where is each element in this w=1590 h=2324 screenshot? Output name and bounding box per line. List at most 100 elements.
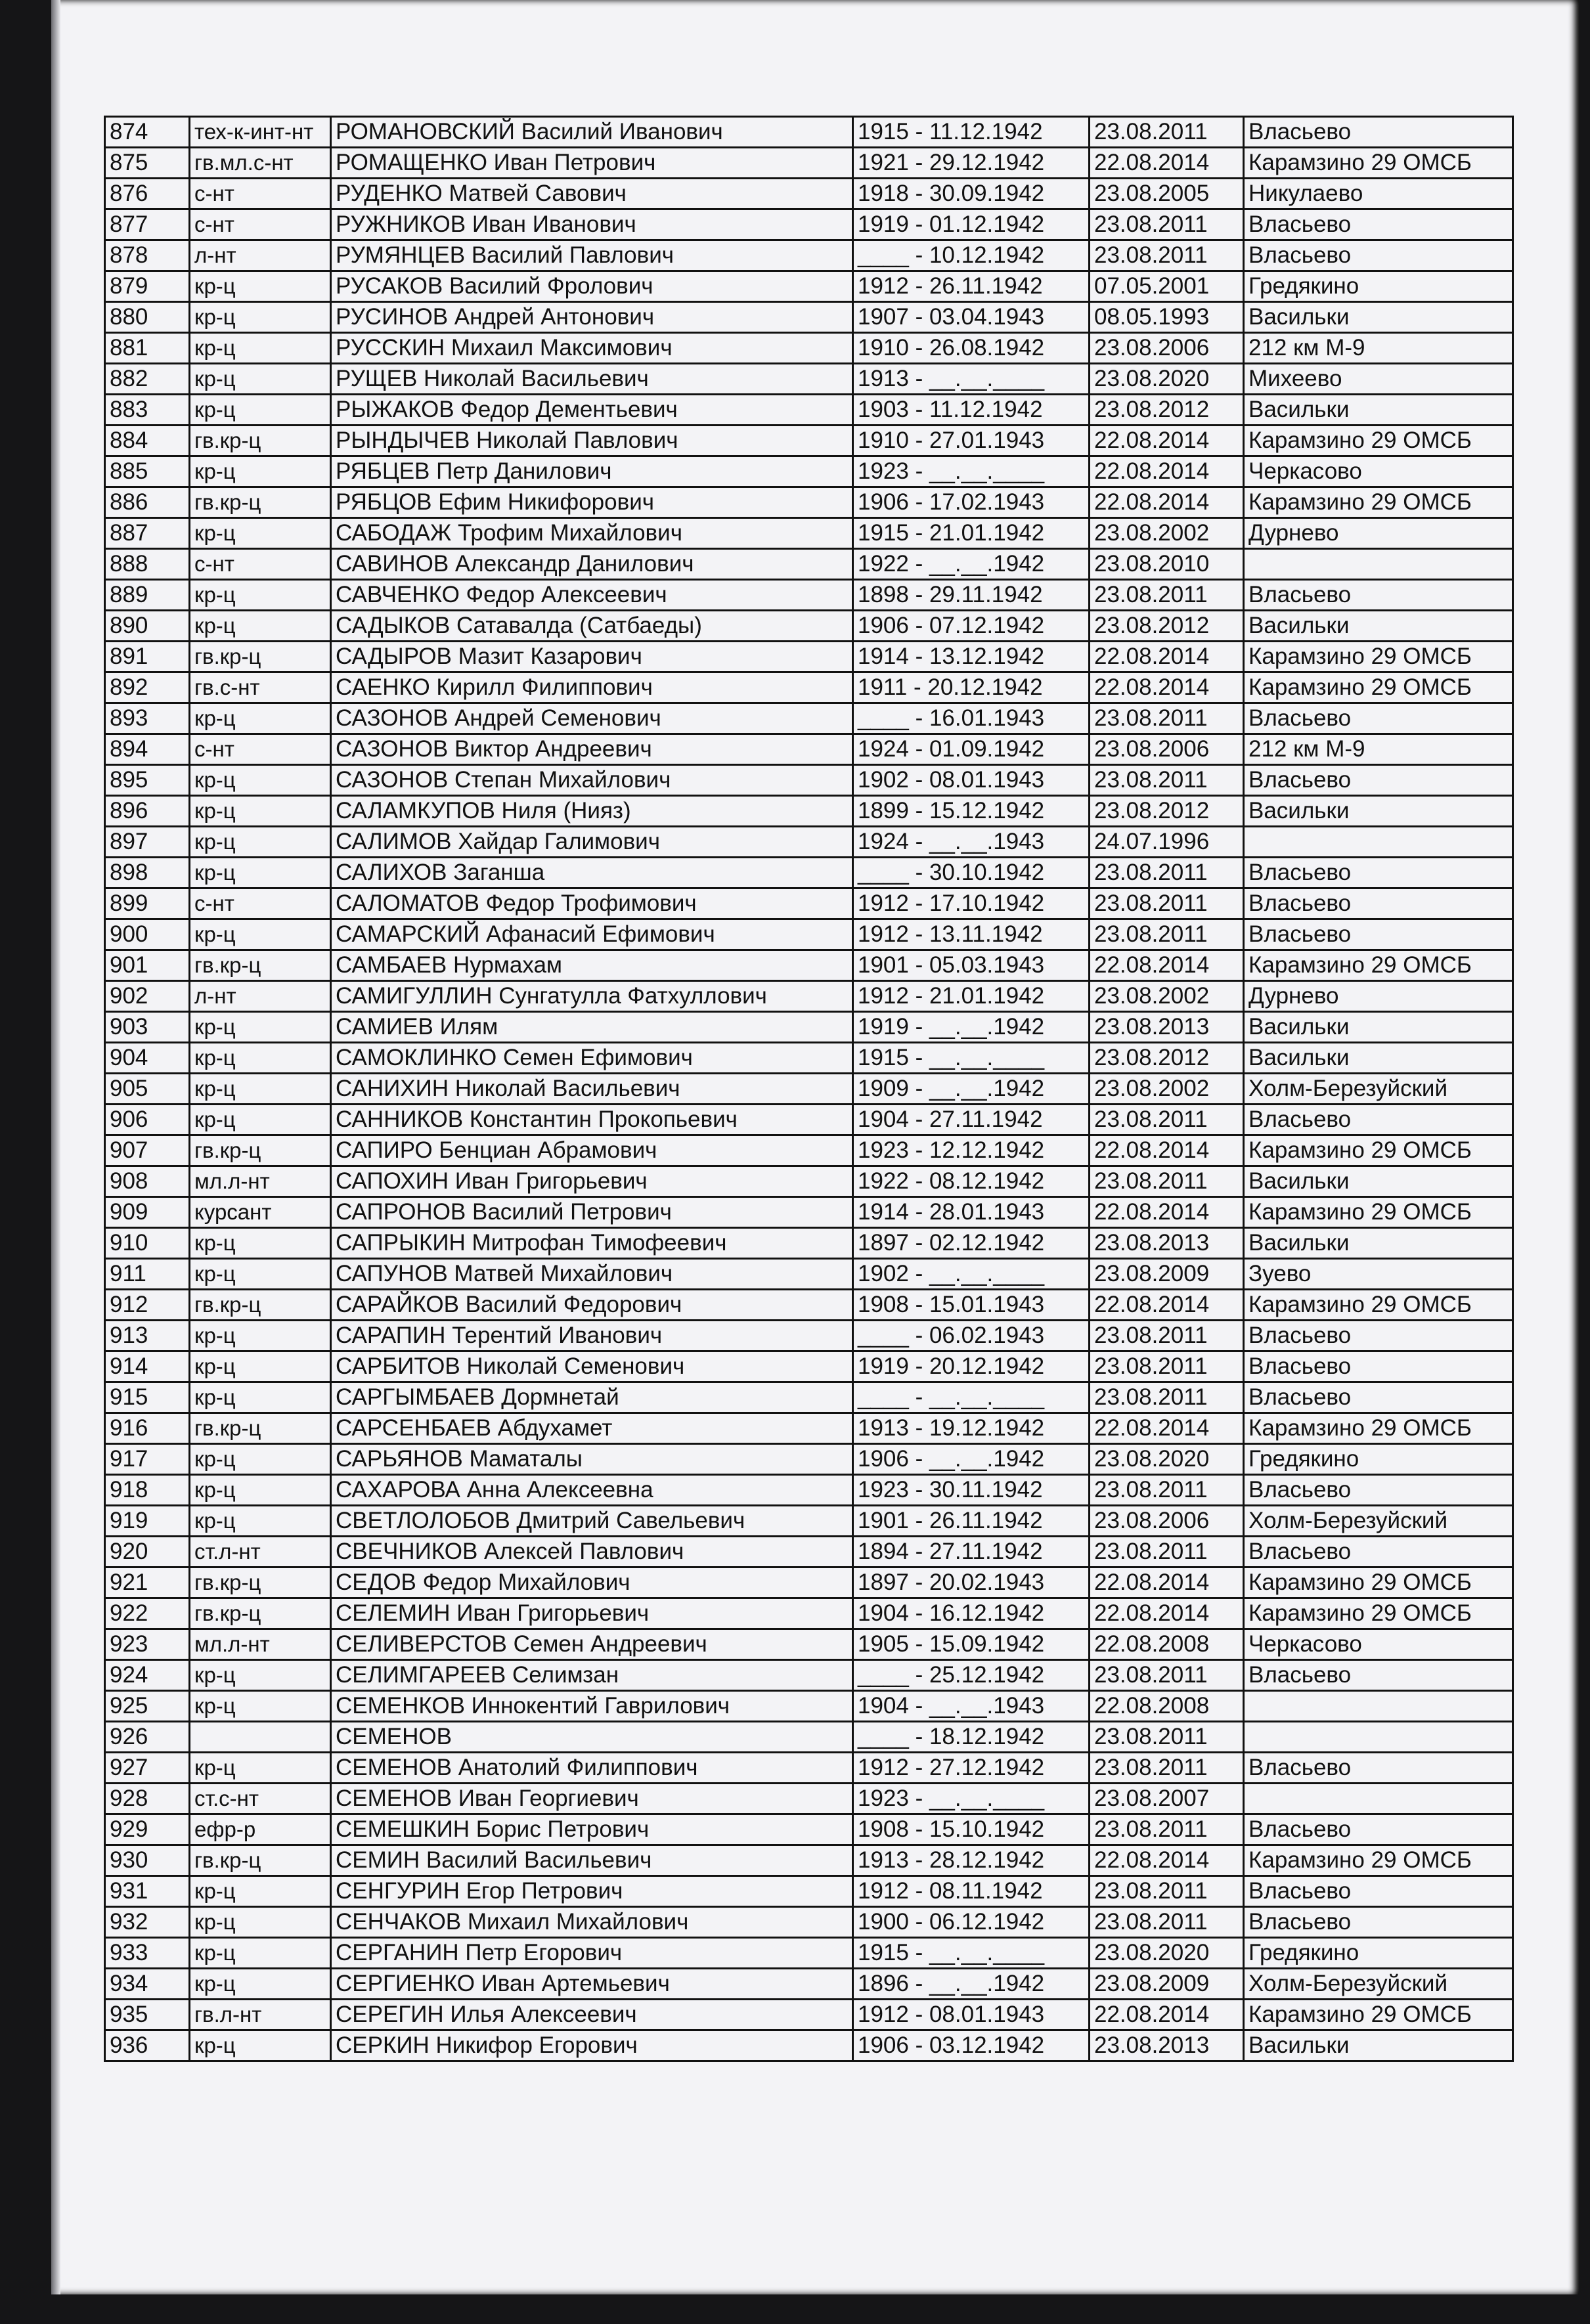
- full-name-cell: САДЫРОВ Мазит Казарович: [330, 640, 854, 673]
- table-row: 902 л-нт САМИГУЛЛИН Сунгатулла Фатхуллович…: [104, 980, 1514, 1013]
- life-dates-cell: 1904 - 27.11.1942: [852, 1103, 1090, 1136]
- burial-place-cell: Власьево: [1243, 856, 1514, 889]
- burial-place-cell: Васильки: [1243, 1165, 1514, 1198]
- record-number-cell: 884: [104, 424, 190, 457]
- burial-place-cell: Васильки: [1243, 2029, 1514, 2062]
- record-number-cell: 900: [104, 918, 190, 951]
- burial-place-cell: Власьево: [1243, 1535, 1514, 1568]
- burial-place-cell: Власьево: [1243, 1751, 1514, 1784]
- record-number-cell: 923: [104, 1628, 190, 1661]
- life-dates-cell: 1911 - 20.12.1942: [852, 671, 1090, 704]
- reburial-date-cell: 23.08.2011: [1088, 1813, 1245, 1846]
- rank-cell: гв.кр-ц: [188, 1597, 332, 1630]
- record-number-cell: 933: [104, 1937, 190, 1969]
- reburial-date-cell: 23.08.2011: [1088, 1350, 1245, 1383]
- burial-place-cell: Васильки: [1243, 1227, 1514, 1260]
- table-row: 878 л-нт РУМЯНЦЕВ Василий Павлович ____ - 1…: [104, 239, 1514, 272]
- burial-place-cell: [1243, 548, 1514, 581]
- table-row: 904 кр-ц САМОКЛИНКО Семен Ефимович 1915 - _…: [104, 1041, 1514, 1074]
- life-dates-cell: ____ - 16.01.1943: [852, 702, 1090, 735]
- rank-cell: кр-ц: [188, 1258, 332, 1290]
- full-name-cell: САПОХИН Иван Григорьевич: [330, 1165, 854, 1198]
- burial-place-cell: Михеево: [1243, 362, 1514, 395]
- burial-place-cell: Васильки: [1243, 1041, 1514, 1074]
- full-name-cell: СЕЛЕМИН Иван Григорьевич: [330, 1597, 854, 1630]
- record-number-cell: 876: [104, 177, 190, 210]
- record-number-cell: 932: [104, 1906, 190, 1939]
- reburial-date-cell: 23.08.2002: [1088, 1072, 1245, 1105]
- full-name-cell: РЫЖАКОВ Федор Дементьевич: [330, 393, 854, 426]
- table-row: 933 кр-ц СЕРГАНИН Петр Егорович 1915 - __._…: [104, 1937, 1514, 1969]
- life-dates-cell: 1906 - 17.02.1943: [852, 486, 1090, 519]
- reburial-date-cell: 22.08.2014: [1088, 424, 1245, 457]
- life-dates-cell: 1919 - 01.12.1942: [852, 208, 1090, 241]
- life-dates-cell: 1914 - 13.12.1942: [852, 640, 1090, 673]
- life-dates-cell: 1924 - 01.09.1942: [852, 733, 1090, 766]
- life-dates-cell: 1910 - 27.01.1943: [852, 424, 1090, 457]
- record-number-cell: 891: [104, 640, 190, 673]
- reburial-date-cell: 23.08.2011: [1088, 702, 1245, 735]
- full-name-cell: РОМАНОВСКИЙ Василий Иванович: [330, 116, 854, 148]
- rank-cell: кр-ц: [188, 918, 332, 951]
- reburial-date-cell: 23.08.2013: [1088, 2029, 1245, 2062]
- full-name-cell: РУСАКОВ Василий Фролович: [330, 270, 854, 303]
- record-number-cell: 921: [104, 1566, 190, 1599]
- life-dates-cell: 1912 - 08.11.1942: [852, 1875, 1090, 1908]
- full-name-cell: САМИГУЛЛИН Сунгатулла Фатхуллович: [330, 980, 854, 1013]
- full-name-cell: САВИНОВ Александр Данилович: [330, 548, 854, 581]
- reburial-date-cell: 23.08.2011: [1088, 918, 1245, 951]
- table-row: 898 кр-ц САЛИХОВ Заганша ____ - 30.10.1942 2…: [104, 856, 1514, 889]
- table-row: 922 гв.кр-ц СЕЛЕМИН Иван Григорьевич 1904 -…: [104, 1597, 1514, 1630]
- life-dates-cell: 1919 - 20.12.1942: [852, 1350, 1090, 1383]
- reburial-date-cell: 23.08.2011: [1088, 1381, 1245, 1414]
- rank-cell: кр-ц: [188, 270, 332, 303]
- table-row: 920 ст.л-нт СВЕЧНИКОВ Алексей Павлович 1894…: [104, 1535, 1514, 1568]
- record-number-cell: 893: [104, 702, 190, 735]
- table-row: 921 гв.кр-ц СЕДОВ Федор Михайлович 1897 - 2…: [104, 1566, 1514, 1599]
- full-name-cell: САРАЙКОВ Василий Федорович: [330, 1288, 854, 1321]
- full-name-cell: САПРОНОВ Василий Петрович: [330, 1196, 854, 1229]
- reburial-date-cell: 23.08.2011: [1088, 1751, 1245, 1784]
- table-row: 931 кр-ц СЕНГУРИН Егор Петрович 1912 - 08.1…: [104, 1875, 1514, 1908]
- record-number-cell: 924: [104, 1659, 190, 1692]
- record-number-cell: 911: [104, 1258, 190, 1290]
- full-name-cell: САБОДАЖ Трофим Михайлович: [330, 517, 854, 550]
- rank-cell: гв.с-нт: [188, 671, 332, 704]
- burial-place-cell: Власьево: [1243, 1319, 1514, 1352]
- life-dates-cell: 1906 - 03.12.1942: [852, 2029, 1090, 2062]
- full-name-cell: СЕМЕНОВ: [330, 1721, 854, 1753]
- record-number-cell: 897: [104, 825, 190, 858]
- table-row: 896 кр-ц САЛАМКУПОВ Ниля (Нияз) 1899 - 15.1…: [104, 795, 1514, 827]
- burial-place-cell: [1243, 825, 1514, 858]
- table-row: 906 кр-ц САННИКОВ Константин Прокопьевич 19…: [104, 1103, 1514, 1136]
- full-name-cell: СЕНГУРИН Егор Петрович: [330, 1875, 854, 1908]
- rank-cell: кр-ц: [188, 1103, 332, 1136]
- table-row: 884 гв.кр-ц РЫНДЫЧЕВ Николай Павлович 1910 …: [104, 424, 1514, 457]
- burial-place-cell: Власьево: [1243, 1474, 1514, 1506]
- burial-place-cell: Черкасово: [1243, 1628, 1514, 1661]
- life-dates-cell: 1924 - __.__.1943: [852, 825, 1090, 858]
- burial-place-cell: Карамзино 29 ОМСБ: [1243, 949, 1514, 982]
- reburial-date-cell: 22.08.2014: [1088, 1196, 1245, 1229]
- full-name-cell: САМИЕВ Илям: [330, 1011, 854, 1043]
- full-name-cell: РУЖНИКОВ Иван Иванович: [330, 208, 854, 241]
- record-number-cell: 936: [104, 2029, 190, 2062]
- rank-cell: кр-ц: [188, 362, 332, 395]
- record-number-cell: 925: [104, 1690, 190, 1722]
- full-name-cell: САВЧЕНКО Федор Алексеевич: [330, 579, 854, 611]
- rank-cell: л-нт: [188, 980, 332, 1013]
- rank-cell: кр-ц: [188, 1906, 332, 1939]
- reburial-date-cell: 23.08.2013: [1088, 1227, 1245, 1260]
- record-number-cell: 928: [104, 1782, 190, 1815]
- life-dates-cell: 1913 - 19.12.1942: [852, 1412, 1090, 1445]
- reburial-date-cell: 23.08.2012: [1088, 609, 1245, 642]
- table-row: 891 гв.кр-ц САДЫРОВ Мазит Казарович 1914 - …: [104, 640, 1514, 673]
- full-name-cell: СЕДОВ Федор Михайлович: [330, 1566, 854, 1599]
- table-row: 889 кр-ц САВЧЕНКО Федор Алексеевич 1898 - 2…: [104, 579, 1514, 611]
- reburial-date-cell: 07.05.2001: [1088, 270, 1245, 303]
- table-row: 917 кр-ц САРЬЯНОВ Маматалы 1906 - __.__.194…: [104, 1443, 1514, 1476]
- rank-cell: гв.кр-ц: [188, 949, 332, 982]
- life-dates-cell: 1912 - 26.11.1942: [852, 270, 1090, 303]
- full-name-cell: СЕМЕНОВ Анатолий Филиппович: [330, 1751, 854, 1784]
- record-number-cell: 926: [104, 1721, 190, 1753]
